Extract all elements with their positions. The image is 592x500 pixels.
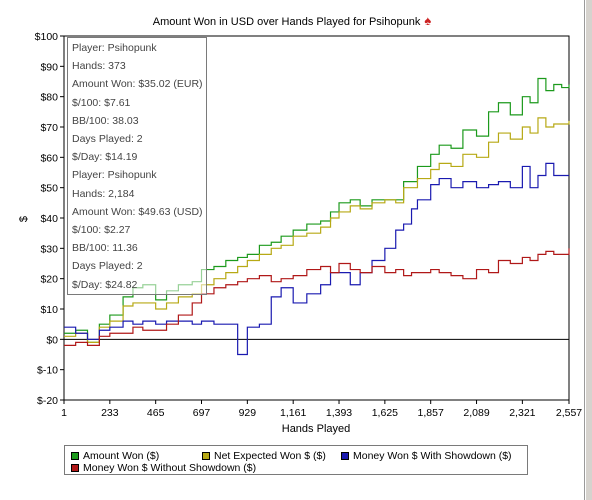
chart-title-text: Amount Won in USD over Hands Played for … (152, 16, 421, 28)
info-line: Player: Psihopunk (72, 169, 157, 182)
x-tick-label: 1,857 (418, 407, 444, 419)
legend-item-amount-won: Amount Won ($) (71, 450, 159, 462)
x-tick-label: 233 (101, 407, 119, 419)
info-line: BB/100: 38.03 (72, 114, 139, 127)
legend-swatch (341, 452, 349, 460)
y-tick-label: $10 (40, 304, 58, 316)
info-line: BB/100: 11.36 (72, 242, 138, 255)
legend-label: Money Won $ With Showdown ($) (353, 450, 512, 462)
info-line: Hands: 373 (72, 60, 126, 73)
y-tick-label: $0 (46, 334, 58, 346)
info-line: Days Played: 2 (72, 260, 143, 273)
y-tick-label: $90 (40, 61, 58, 73)
info-line: $/Day: $14.19 (72, 151, 138, 164)
x-tick-label: 1,393 (326, 407, 352, 419)
info-line: $/Day: $24.82 (72, 278, 138, 291)
series-net-expected-won (64, 117, 570, 343)
legend-label: Net Expected Won $ ($) (214, 450, 326, 462)
y-tick-label: $-10 (37, 365, 58, 377)
y-axis-label: $ (18, 216, 30, 222)
legend-label: Amount Won ($) (83, 450, 160, 462)
y-tick-label: $30 (40, 243, 58, 255)
info-line: $/100: $7.61 (72, 96, 131, 109)
x-axis-label: Hands Played (282, 423, 351, 435)
legend-label: Money Won $ Without Showdown ($) (83, 462, 257, 474)
legend: Amount Won ($) Net Expected Won $ ($) Mo… (64, 445, 528, 475)
x-tick-label: 1,625 (372, 407, 398, 419)
spade-icon: ♠ (424, 13, 432, 28)
y-tick-label: $70 (40, 122, 58, 134)
x-tick-label: 1 (61, 407, 67, 419)
y-tick-label: $50 (40, 183, 58, 195)
legend-swatch (71, 452, 79, 460)
window-border (584, 0, 585, 500)
x-tick-label: 1,161 (280, 407, 306, 419)
y-tick-label: $20 (40, 274, 58, 286)
chart-title: Amount Won in USD over Hands Played for … (0, 13, 584, 28)
y-tick-label: $100 (35, 31, 59, 43)
legend-item-net-expected: Net Expected Won $ ($) (202, 450, 326, 462)
x-tick-label: 929 (239, 407, 257, 419)
x-tick-label: 2,321 (509, 407, 535, 419)
info-line: Amount Won: $35.02 (EUR) (72, 78, 203, 91)
legend-swatch (71, 464, 79, 472)
info-line: $/100: $2.27 (72, 224, 131, 236)
y-axis: $100 $90 $80 $70 $60 $50 $40 $30 $20 $10 $0 $-10 $-2… (35, 31, 64, 407)
x-tick-label: 2,557 (556, 407, 582, 419)
y-tick-label: $60 (40, 152, 58, 164)
info-line: Hands: 2,184 (72, 187, 135, 200)
info-line: Days Played: 2 (72, 133, 143, 145)
x-tick-label: 2,089 (463, 407, 489, 419)
legend-item-with-showdown: Money Won $ With Showdown ($) (341, 450, 512, 462)
legend-swatch (202, 452, 210, 460)
info-line: Amount Won: $49.63 (USD) (72, 205, 203, 218)
series-won-without-showdown (64, 248, 570, 346)
y-tick-label: $-20 (37, 395, 58, 407)
x-axis: 1 233 465 697 929 1,161 1,393 1,625 1,857 2,089 2,… (61, 400, 582, 419)
legend-item-without-showdown: Money Won $ Without Showdown ($) (71, 462, 256, 474)
y-tick-label: $80 (40, 92, 58, 104)
window-scroll-edge (586, 0, 592, 500)
y-tick-label: $40 (40, 213, 58, 225)
player-info-box: Player: Psihopunk Hands: 373 Amount Won: $… (67, 37, 207, 295)
x-tick-label: 697 (193, 407, 211, 419)
info-line: Player: Psihopunk (72, 42, 157, 54)
x-tick-label: 465 (147, 407, 165, 419)
